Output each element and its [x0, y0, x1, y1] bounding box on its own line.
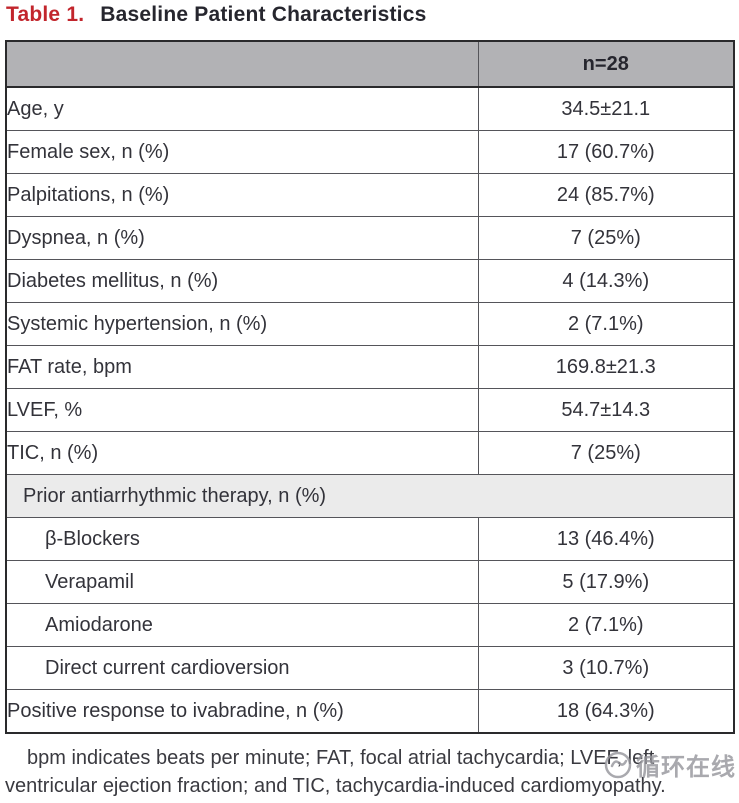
row-label: Palpitations, n (%): [5, 173, 479, 217]
table-header-row: n=28: [5, 40, 735, 88]
row-value: 169.8±21.3: [477, 345, 735, 389]
row-value: 54.7±14.3: [477, 388, 735, 432]
table-row: Direct current cardioversion 3 (10.7%): [5, 646, 735, 690]
row-value: 2 (7.1%): [477, 302, 735, 346]
baseline-characteristics-table: n=28 Age, y 34.5±21.1 Female sex, n (%) 17 …: [5, 40, 735, 734]
row-label: LVEF, %: [5, 388, 479, 432]
table-row: TIC, n (%) 7 (25%): [5, 431, 735, 475]
table-title-text: Baseline Patient Characteristics: [100, 3, 427, 26]
table-row: Systemic hypertension, n (%) 2 (7.1%): [5, 302, 735, 346]
row-label: Dyspnea, n (%): [5, 216, 479, 260]
row-value: 17 (60.7%): [477, 130, 735, 174]
row-value: 4 (14.3%): [477, 259, 735, 303]
table-row: Age, y 34.5±21.1: [5, 86, 735, 131]
table-row: Female sex, n (%) 17 (60.7%): [5, 130, 735, 174]
row-value: 2 (7.1%): [477, 603, 735, 647]
table-row: Palpitations, n (%) 24 (85.7%): [5, 173, 735, 217]
row-label: TIC, n (%): [5, 431, 479, 475]
table-footnote: bpm indicates beats per minute; FAT, foc…: [5, 747, 666, 797]
row-value: 5 (17.9%): [477, 560, 735, 604]
table-row: LVEF, % 54.7±14.3: [5, 388, 735, 432]
row-label: Direct current cardioversion: [5, 646, 479, 690]
row-value: 7 (25%): [477, 431, 735, 475]
table-row: Verapamil 5 (17.9%): [5, 560, 735, 604]
table-row: FAT rate, bpm 169.8±21.3: [5, 345, 735, 389]
table-row: Amiodarone 2 (7.1%): [5, 603, 735, 647]
row-label: Diabetes mellitus, n (%): [5, 259, 479, 303]
header-cell-empty: [5, 40, 479, 88]
section-label: Prior antiarrhythmic therapy, n (%): [5, 474, 735, 518]
table-row: Dyspnea, n (%) 7 (25%): [5, 216, 735, 260]
table-title: Table 1. Baseline Patient Characteristics: [6, 3, 426, 27]
row-value: 24 (85.7%): [477, 173, 735, 217]
row-label: Amiodarone: [5, 603, 479, 647]
header-cell-n: n=28: [477, 40, 735, 88]
row-value: 34.5±21.1: [477, 86, 735, 131]
table-row: β-Blockers 13 (46.4%): [5, 517, 735, 561]
section-header-row: Prior antiarrhythmic therapy, n (%): [5, 474, 735, 518]
table-number: Table 1.: [6, 3, 85, 26]
row-label: Systemic hypertension, n (%): [5, 302, 479, 346]
row-value: 13 (46.4%): [477, 517, 735, 561]
table-row: Diabetes mellitus, n (%) 4 (14.3%): [5, 259, 735, 303]
row-value: 7 (25%): [477, 216, 735, 260]
row-label: FAT rate, bpm: [5, 345, 479, 389]
table-body: Age, y 34.5±21.1 Female sex, n (%) 17 (60.7…: [5, 86, 735, 734]
row-label: Female sex, n (%): [5, 130, 479, 174]
row-value: 18 (64.3%): [477, 689, 735, 734]
row-label: Age, y: [5, 86, 479, 131]
table-row: Positive response to ivabradine, n (%) 18…: [5, 689, 735, 734]
row-label: β-Blockers: [5, 517, 479, 561]
row-label: Verapamil: [5, 560, 479, 604]
row-label: Positive response to ivabradine, n (%): [5, 689, 479, 734]
row-value: 3 (10.7%): [477, 646, 735, 690]
